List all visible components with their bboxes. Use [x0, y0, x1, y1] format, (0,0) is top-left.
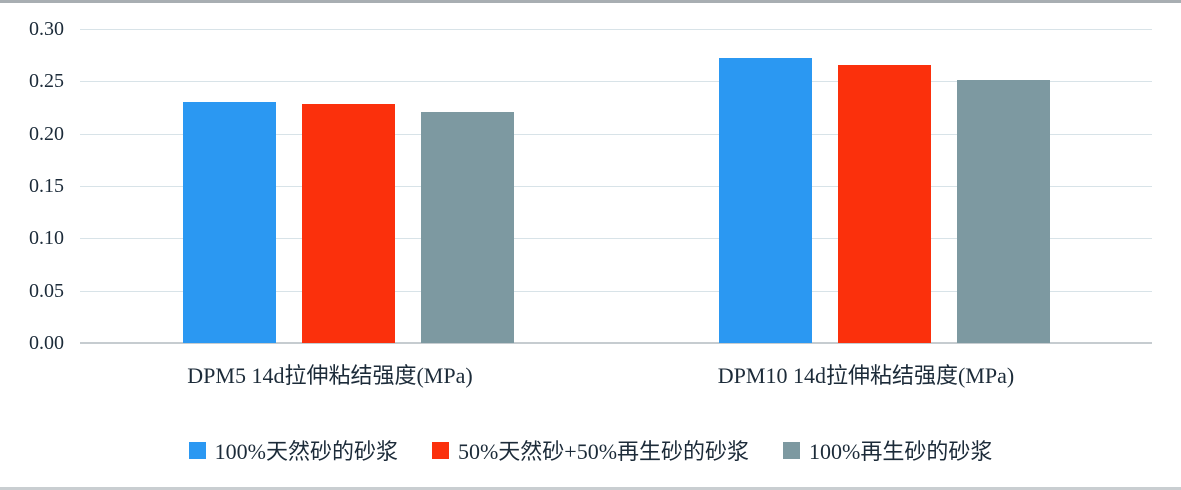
legend-swatch-red-icon: [431, 441, 449, 459]
x-axis-baseline: [80, 342, 1152, 344]
gridline: [80, 29, 1152, 30]
bar-series3-group2: [957, 80, 1050, 343]
legend: 100%天然砂的砂浆 50%天然砂+50%再生砂的砂浆 100%再生砂的砂浆: [0, 434, 1181, 466]
x-category-label-dpm10: DPM10 14d拉伸粘结强度(MPa): [717, 363, 1015, 388]
legend-swatch-gray-icon: [783, 441, 801, 459]
x-category-label-dpm5: DPM5 14d拉伸粘结强度(MPa): [187, 363, 473, 388]
gridline: [80, 81, 1152, 82]
y-tick-label: 0.00: [29, 332, 64, 354]
legend-label: 100%天然砂的砂浆: [214, 439, 398, 464]
bar-series1-group2: [719, 58, 812, 343]
legend-swatch-blue-icon: [188, 441, 206, 459]
y-tick-label: 0.10: [29, 227, 64, 249]
figure-bottom-border: [0, 487, 1181, 490]
y-tick-label: 0.25: [29, 70, 64, 92]
bar-series1-group1: [183, 102, 276, 343]
legend-item-half-mix-sand: 50%天然砂+50%再生砂的砂浆: [431, 434, 750, 466]
bar-series2-group2: [838, 65, 931, 343]
gridline: [80, 186, 1152, 187]
legend-label: 50%天然砂+50%再生砂的砂浆: [457, 439, 750, 464]
legend-item-natural-sand: 100%天然砂的砂浆: [188, 434, 398, 466]
figure-top-border: [0, 0, 1181, 3]
plot-area: [80, 29, 1152, 344]
legend-item-recycled-sand: 100%再生砂的砂浆: [783, 434, 992, 466]
gridline: [80, 291, 1152, 292]
bar-series3-group1: [421, 112, 514, 343]
y-tick-label: 0.15: [29, 175, 64, 197]
bar-series2-group1: [302, 104, 395, 343]
y-tick-label: 0.30: [29, 18, 64, 40]
gridline: [80, 238, 1152, 239]
y-tick-label: 0.05: [29, 280, 64, 302]
gridline: [80, 134, 1152, 135]
y-tick-label: 0.20: [29, 123, 64, 145]
legend-label: 100%再生砂的砂浆: [809, 439, 993, 464]
